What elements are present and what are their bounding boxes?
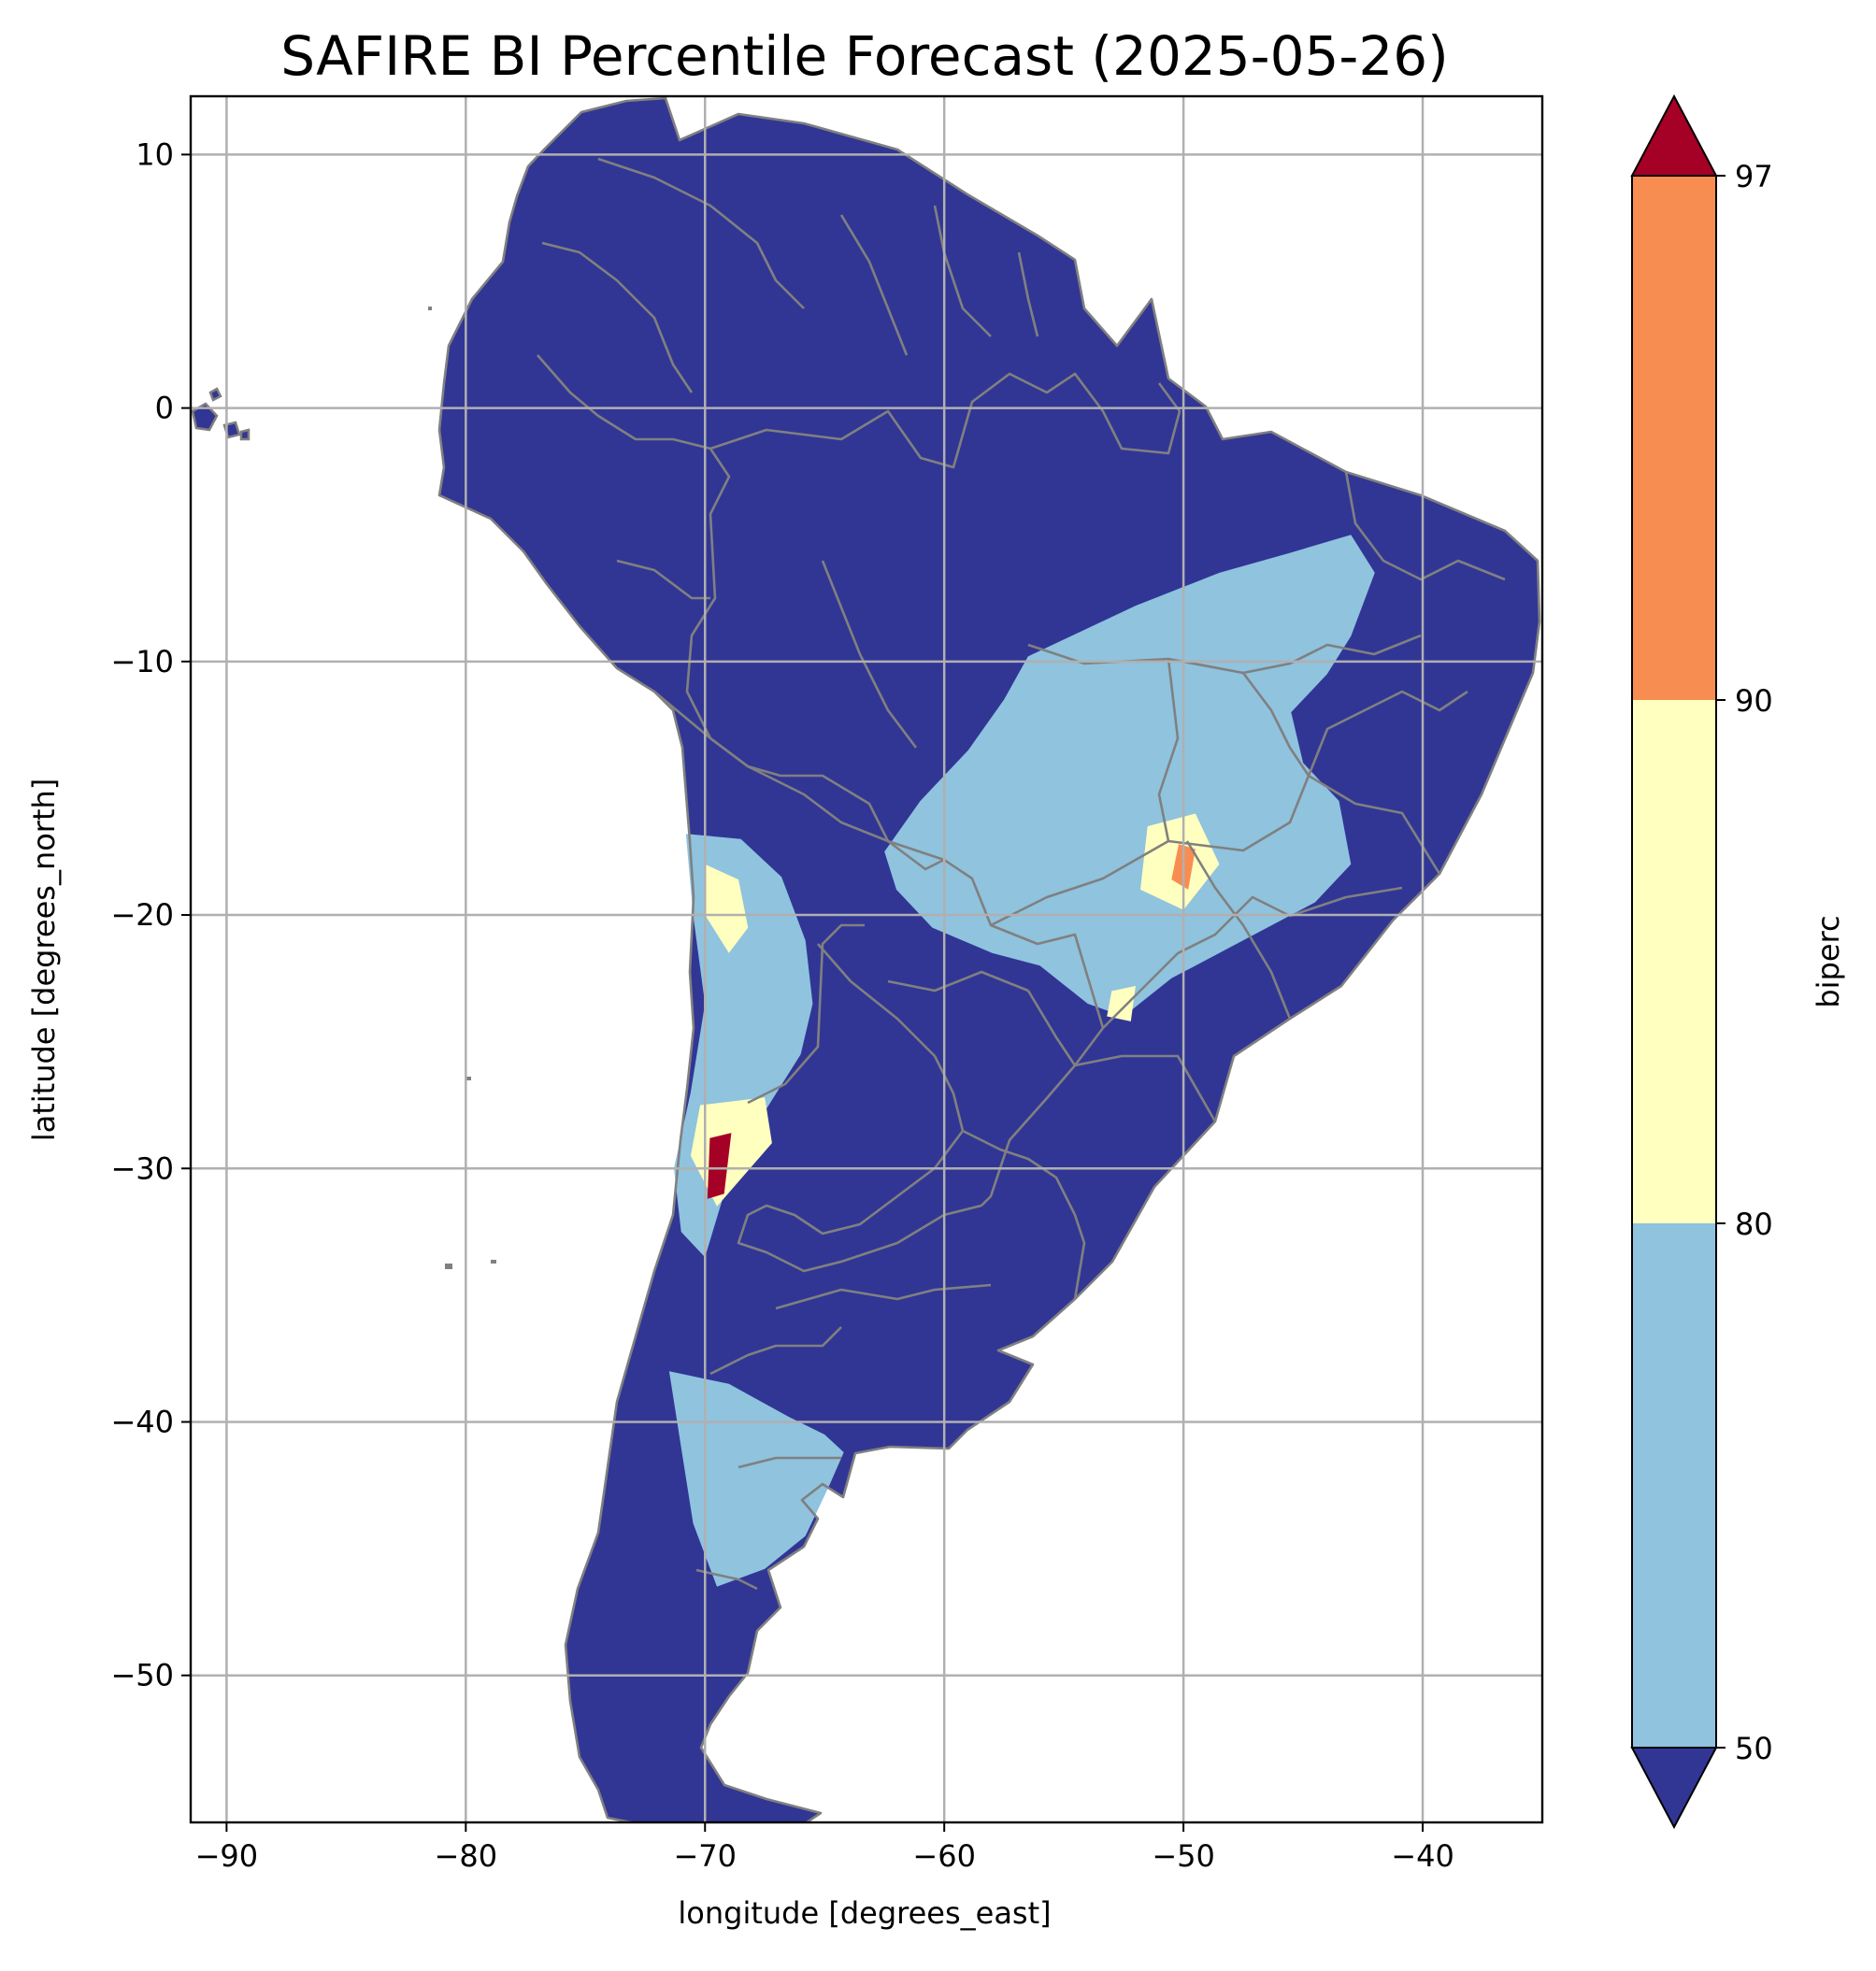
plot-area bbox=[189, 94, 1544, 1824]
y-tick-label: −50 bbox=[110, 1658, 174, 1693]
region-above-97 bbox=[707, 1133, 732, 1199]
colorbar-extend-top bbox=[1630, 93, 1718, 177]
colorbar: 97 90 80 50 biperc bbox=[1630, 93, 1846, 1830]
colorbar-tick-50: 50 bbox=[1735, 1731, 1773, 1766]
region-80-90 bbox=[690, 813, 1220, 1207]
y-axis-ticks: 10 0 −10 −20 −30 −40 −50 bbox=[110, 136, 191, 1693]
y-axis-label: latitude [degrees_north] bbox=[26, 778, 62, 1142]
x-tick-label: −90 bbox=[195, 1838, 259, 1874]
region-50-80 bbox=[668, 535, 1375, 1587]
y-tick-label: −10 bbox=[110, 644, 174, 679]
galapagos-islands bbox=[191, 387, 251, 441]
x-tick-label: −40 bbox=[1391, 1838, 1454, 1874]
country-borders bbox=[437, 96, 1541, 1822]
y-tick-label: −30 bbox=[110, 1150, 174, 1186]
map-title: SAFIRE BI Percentile Forecast (2025-05-2… bbox=[280, 24, 1449, 88]
y-tick-label: 10 bbox=[136, 136, 174, 172]
y-tick-label: −20 bbox=[110, 897, 174, 933]
colorbar-segment-80-90 bbox=[1632, 700, 1716, 1223]
small-island-3 bbox=[491, 1260, 496, 1264]
colorbar-extend-bottom bbox=[1630, 1747, 1718, 1830]
x-tick-label: −70 bbox=[673, 1838, 737, 1874]
x-tick-label: −60 bbox=[912, 1838, 976, 1874]
x-tick-label: −80 bbox=[435, 1838, 498, 1874]
colorbar-tick-80: 80 bbox=[1735, 1207, 1773, 1242]
small-island-1 bbox=[465, 1077, 471, 1080]
x-axis-label: longitude [degrees_east] bbox=[678, 1895, 1051, 1931]
colorbar-frame bbox=[1631, 175, 1717, 1749]
plot-frame bbox=[189, 94, 1544, 1824]
y-tick-label: 0 bbox=[155, 391, 174, 426]
x-axis-ticks: −90 −80 −70 −60 −50 −40 bbox=[195, 1822, 1454, 1874]
colorbar-segment-50-80 bbox=[1632, 1223, 1716, 1748]
gridlines bbox=[191, 96, 1542, 1822]
colorbar-tick-97: 97 bbox=[1735, 159, 1773, 194]
colorbar-segment-90-97 bbox=[1632, 176, 1716, 700]
colorbar-tick-90: 90 bbox=[1735, 683, 1773, 719]
y-tick-label: −40 bbox=[110, 1404, 174, 1439]
small-island-2 bbox=[445, 1264, 452, 1269]
small-island-4 bbox=[428, 307, 432, 310]
x-tick-label: −50 bbox=[1152, 1838, 1215, 1874]
colorbar-label: biperc bbox=[1811, 915, 1846, 1007]
